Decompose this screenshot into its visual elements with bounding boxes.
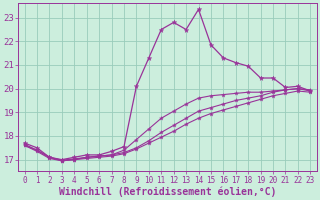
X-axis label: Windchill (Refroidissement éolien,°C): Windchill (Refroidissement éolien,°C) <box>59 186 276 197</box>
